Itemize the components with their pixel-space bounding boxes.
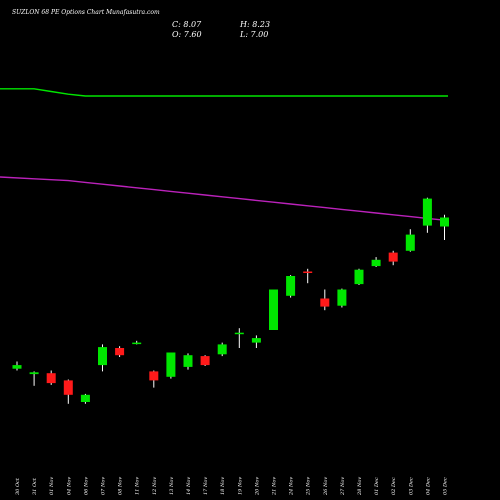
overlay-line-1 [0,88,448,97]
candle-body [115,348,125,356]
candle-body [183,355,193,367]
candle-body [440,217,449,227]
x-tick-label: 20 Nov [254,477,260,496]
x-tick-label: 25 Nov [306,477,312,496]
candle-body [405,234,415,251]
candle-body [12,365,22,369]
x-tick-label: 30 Oct [15,477,21,495]
chart-title: SUZLON 68 PE Options Chart Munafasutra.c… [12,9,160,16]
candle [440,214,449,240]
x-tick-label: 02 Dec [391,477,397,495]
candle [183,353,193,370]
candle [46,370,56,385]
x-tick-label: 21 Nov [272,477,278,496]
candle [422,197,432,233]
x-tick-label: 31 Oct [32,477,38,495]
candle [405,229,415,252]
candle-body [320,298,330,307]
candle-body [149,371,159,381]
candle [166,352,176,379]
x-axis-ticks: 30 Oct 31 Oct 01 Nov 04 Nov 06 Nov 07 Nov 08 N… [15,477,449,496]
x-tick-label: 12 Nov [152,477,158,495]
candle [80,393,90,404]
candle [234,328,244,348]
candle-body [200,356,210,366]
candle-body [354,269,364,285]
candle-body [422,198,432,226]
overlay-lines [0,88,448,221]
candle [388,250,398,266]
x-tick-label: 28 Nov [357,477,363,496]
x-tick-label: 17 Nov [203,477,209,495]
candle-body [337,289,347,306]
candle [115,346,125,357]
x-tick-label: 27 Nov [340,477,346,496]
candle-body [63,380,73,395]
candle [269,289,278,330]
candle [200,355,210,366]
close-label: C: 8.07 [172,20,202,29]
candle-body [46,373,56,384]
candles [12,197,449,404]
x-tick-label: 04 Dec [425,477,431,495]
x-tick-label: 05 Dec [443,477,449,495]
candle-body [29,372,39,375]
candle [149,370,159,388]
high-label: H: 8.23 [239,20,270,29]
candle-body [388,252,398,262]
x-tick-label: 19 Nov [237,477,243,495]
x-tick-label: 07 Nov [101,477,107,495]
candle [251,335,261,348]
candle [354,268,364,285]
candle [63,379,73,404]
x-tick-label: 06 Nov [83,477,89,495]
x-tick-label: 08 Nov [118,477,124,495]
candle-body [98,347,107,366]
candle [286,275,296,298]
candle [217,342,227,357]
x-tick-label: 13 Nov [169,477,175,495]
x-tick-label: 18 Nov [220,477,226,495]
candle [371,257,381,267]
candle [303,268,313,284]
x-tick-label: 01 Nov [49,477,55,495]
candle-body [234,332,244,335]
x-tick-label: 11 Nov [135,477,141,495]
low-label: L: 7.00 [239,30,268,39]
x-tick-label: 03 Dec [408,477,414,495]
candle-body [286,276,296,296]
overlay-line-2 [0,176,448,221]
x-tick-label: 24 Nov [289,477,295,496]
candle-body [251,338,261,343]
candle [132,340,142,345]
x-tick-label: 26 Nov [323,477,329,496]
candle-body [371,259,381,267]
candle [29,371,39,386]
candle [98,344,107,372]
candle-body [303,271,313,273]
candle-body [132,342,142,345]
candle [337,288,347,308]
candle [320,289,330,311]
candle-body [80,394,90,402]
x-tick-label: 01 Dec [374,477,380,495]
x-tick-label: 14 Nov [186,477,192,495]
candle-body [217,344,227,355]
candle [12,361,22,371]
candle-body [269,289,278,330]
open-label: O: 7.60 [172,30,202,39]
candle-body [166,352,176,377]
x-tick-label: 04 Nov [66,477,72,495]
